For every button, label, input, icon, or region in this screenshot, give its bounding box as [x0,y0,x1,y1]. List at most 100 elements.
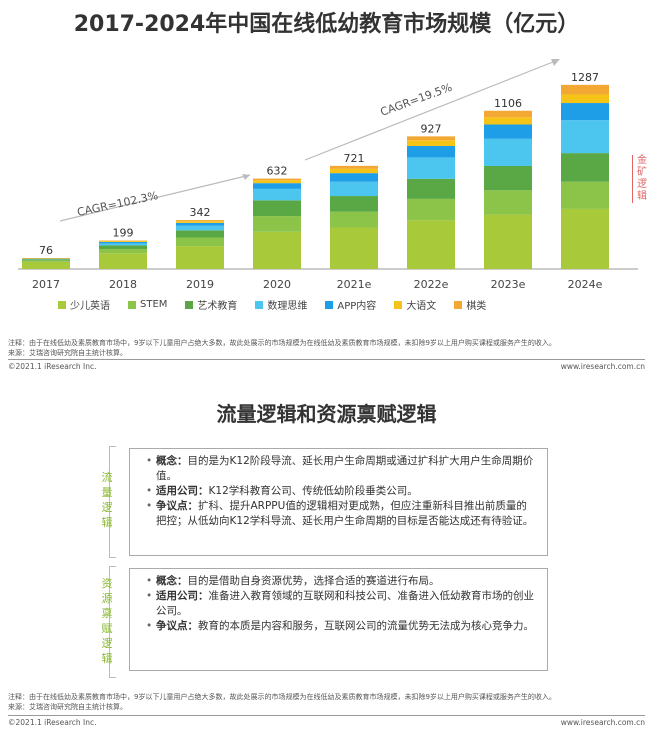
bar-segment-数理思维 [407,157,455,179]
resource-item-value: 准备进入教育领域的互联网和科技公司、准备进入低幼教育市场的创业公司。 [156,590,534,617]
x-tick-label: 2022e [414,278,449,291]
bar-segment-STEM [484,190,532,215]
bar-segment-棋类 [407,136,455,141]
bar-segment-棋类 [99,240,147,242]
bar-segment-棋类 [561,84,609,95]
resource-item-key: 适用公司： [156,590,209,602]
bar-segment-数理思维 [176,225,224,231]
resource-item: 适用公司：准备进入教育领域的互联网和科技公司、准备进入低幼教育市场的创业公司。 [146,589,535,619]
cagr-label-2: CAGR=19.5% [379,81,454,119]
note-2: 注释：由于在线低幼及素质教育市场中，9岁以下儿童用户占绝大多数，故此处展示的市场… [8,693,556,701]
legend-swatch [394,300,403,309]
resource-logic-box: 概念：目的是借助自身资源优势，选择合适的赛道进行布局。适用公司：准备进入教育领域… [129,568,548,671]
resource-bracket [109,566,116,678]
bar-total-label: 1106 [494,97,522,110]
legend-swatch [454,300,463,309]
traffic-item-value: 目的是为K12阶段导流、延长用户生命周期或通过扩科扩大用户生命周期价值。 [156,455,534,482]
legend-label: APP内容 [337,301,377,312]
traffic-label-char: 逻 [101,501,113,514]
bar-segment-APP内容 [253,183,301,189]
resource-item-value: 目的是借助自身资源优势，选择合适的赛道进行布局。 [187,575,440,587]
legend-label: 大语文 [406,301,437,312]
bar-segment-数理思维 [330,181,378,197]
bar-segment-APP内容 [99,241,147,244]
legend-label: 数理思维 [267,301,308,312]
traffic-label-char: 辑 [101,516,113,529]
bar-total-label: 1287 [571,71,599,84]
legend-swatch [185,300,194,309]
market-size-stacked-bar-chart: CAGR=102.3% CAGR=19.5% 76 2017 199 2018 342 201… [18,59,638,291]
bar-segment-艺术教育 [99,245,147,249]
bar-segment-大语文 [484,117,532,125]
bar-segment-STEM [22,260,70,262]
cagr-arrowhead-1 [242,174,250,180]
bar-segment-STEM [407,198,455,221]
bar-total-label: 342 [190,206,211,219]
traffic-item: 概念：目的是为K12阶段导流、延长用户生命周期或通过扩科扩大用户生命周期价值。 [146,454,535,484]
bar-segment-大语文 [253,180,301,184]
bar-segment-少儿英语 [22,261,70,269]
side-label-char: 逻 [637,179,647,190]
footer-2: ©2021.1 iResearch Inc. www.iresearch.com… [8,718,645,727]
bar-segment-大语文 [407,140,455,146]
traffic-label-char: 量 [101,486,113,499]
resource-label-char: 逻 [101,637,113,650]
bar-segment-棋类 [253,178,301,181]
bar-segment-少儿英语 [99,253,147,269]
x-tick-label: 2023e [491,278,526,291]
legend-label: 少儿英语 [70,301,110,312]
resource-label-char: 禀 [101,607,113,620]
bar-segment-艺术教育 [176,230,224,238]
bar-total-label: 76 [39,244,53,257]
resource-label-char: 辑 [101,652,113,665]
divider-1 [8,359,645,360]
source-1: 来源：艾瑞咨询研究院自主统计核算。 [8,349,127,357]
traffic-item: 适用公司：K12学科教育公司、传统低幼阶段垂类公司。 [146,484,535,499]
bar-total-label: 721 [344,152,365,165]
bar-segment-艺术教育 [484,165,532,191]
bar-segment-APP内容 [407,145,455,158]
traffic-item-key: 争议点： [156,500,198,512]
bar-segment-数理思维 [99,243,147,246]
note-1: 注释：由于在线低幼及素质教育市场中，9岁以下儿童用户占绝大多数，故此处展示的市场… [8,339,556,347]
bar-segment-少儿英语 [253,231,301,269]
legend-item: 棋类 [454,297,486,312]
traffic-item-key: 适用公司： [156,485,209,497]
traffic-logic-box: 概念：目的是为K12阶段导流、延长用户生命周期或通过扩科扩大用户生命周期价值。适… [129,448,548,556]
resource-label-char: 赋 [101,622,113,635]
x-tick-label: 2020 [263,278,291,291]
bar-segment-艺术教育 [22,259,70,261]
bar-segment-数理思维 [561,120,609,154]
website-1: www.iresearch.com.cn [560,362,645,371]
bar-segment-STEM [561,181,609,209]
copyright-2: ©2021.1 iResearch Inc. [8,718,97,727]
traffic-logic-label: 流量逻辑 [100,470,114,530]
legend-swatch [325,300,334,309]
bar-segment-APP内容 [561,103,609,121]
chart-title: 2017-2024年中国在线低幼教育市场规模（亿元） [73,12,580,37]
legend-item: 艺术教育 [185,297,237,312]
resource-item-key: 争议点： [156,620,198,632]
bar-segment-大语文 [561,94,609,104]
x-tick-label: 2018 [109,278,137,291]
bar-segment-棋类 [176,220,224,222]
bar-segment-STEM [176,237,224,247]
legend-label: 棋类 [466,301,487,312]
bar-total-label: 927 [421,122,442,135]
chart-legend: 少儿英语 STEM 艺术教育 数理思维 APP内容 大语文 棋类 [58,297,628,312]
website-2: www.iresearch.com.cn [560,718,645,727]
resource-item: 概念：目的是借助自身资源优势，选择合适的赛道进行布局。 [146,574,535,589]
resource-item-value: 教育的本质是内容和服务，互联网公司的流量优势无法成为核心竞争力。 [198,620,534,632]
bar-segment-APP内容 [484,124,532,139]
x-tick-label: 2017 [32,278,60,291]
cagr-arrow-1 [59,174,251,222]
footer-1: ©2021.1 iResearch Inc. www.iresearch.com… [8,362,645,371]
bar-segment-棋类 [22,258,70,259]
cagr-label-1: CAGR=102.3% [76,189,159,219]
bar-segment-棋类 [484,110,532,118]
bar-segment-艺术教育 [253,200,301,217]
traffic-bracket [109,446,116,558]
side-label-char: 金 [637,155,647,166]
resource-item: 争议点：教育的本质是内容和服务，互联网公司的流量优势无法成为核心竞争力。 [146,619,535,634]
bar-segment-艺术教育 [407,178,455,199]
